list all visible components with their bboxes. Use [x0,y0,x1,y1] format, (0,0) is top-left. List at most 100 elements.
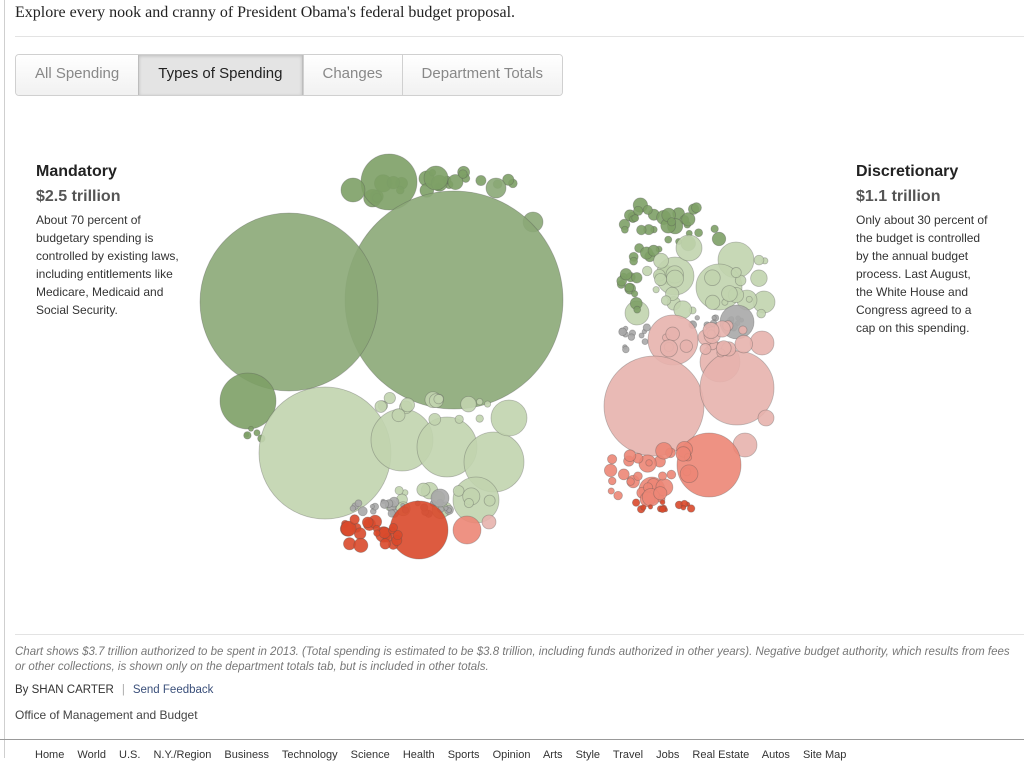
spending-bubble[interactable] [750,269,768,287]
spending-bubble[interactable] [258,386,392,520]
spending-bubble[interactable] [652,286,660,294]
spending-bubble[interactable] [702,322,720,339]
spending-bubble[interactable] [373,529,381,537]
spending-bubble[interactable] [620,225,629,234]
spending-bubble[interactable] [626,477,635,486]
spending-bubble[interactable] [428,412,442,426]
spending-bubble[interactable] [681,212,696,227]
spending-bubble[interactable] [502,173,515,186]
spending-bubble[interactable] [607,487,615,495]
spending-bubble[interactable] [379,499,390,509]
spending-bubble[interactable] [481,514,497,530]
footer-link[interactable]: N.Y./Region [153,749,212,761]
spending-bubble[interactable] [452,515,482,545]
spending-bubble[interactable] [340,520,357,537]
spending-bubble[interactable] [633,471,643,481]
spending-bubble[interactable] [388,523,398,533]
footer-link[interactable]: Business [224,749,270,761]
spending-bubble[interactable] [711,315,717,321]
spending-bubble[interactable] [654,273,668,286]
spending-bubble[interactable] [484,400,492,408]
footer-link[interactable]: Style [575,749,601,761]
spending-bubble[interactable] [756,308,766,319]
spending-bubble[interactable] [734,274,747,287]
footer-link[interactable]: U.S. [119,749,141,761]
spending-bubble[interactable] [734,334,753,354]
spending-bubble[interactable] [624,282,635,293]
spending-bubble[interactable] [460,395,477,413]
spending-bubble[interactable] [433,393,444,405]
spending-bubble[interactable] [452,485,465,497]
footer-link[interactable]: Jobs [656,749,680,761]
footer-link[interactable]: Science [350,749,390,761]
spending-bubble[interactable] [675,446,691,462]
spending-bubble[interactable] [655,442,673,460]
spending-bubble[interactable] [647,504,654,510]
spending-bubble[interactable] [394,485,404,496]
budget-bubble-chart[interactable] [0,0,1024,630]
spending-bubble[interactable] [627,333,636,341]
spending-bubble[interactable] [248,425,254,432]
spending-bubble[interactable] [679,339,693,353]
tab-all-spending[interactable]: All Spending [16,55,139,95]
send-feedback-link[interactable]: Send Feedback [132,684,214,696]
spending-bubble[interactable] [383,391,396,405]
spending-bubble[interactable] [647,244,660,257]
spending-bubble[interactable] [675,234,703,262]
spending-bubble[interactable] [653,486,668,501]
spending-bubble[interactable] [753,254,765,266]
spending-bubble[interactable] [423,165,449,191]
spending-bubble[interactable] [704,269,721,286]
footer-link[interactable]: Health [402,749,435,761]
spending-bubble[interactable] [715,340,732,356]
spending-bubble[interactable] [699,343,712,355]
spending-bubble[interactable] [443,505,449,511]
spending-bubble[interactable] [617,468,630,481]
spending-bubble[interactable] [636,224,647,236]
spending-bubble[interactable] [607,454,618,465]
footer-link[interactable]: Technology [281,749,338,761]
spending-bubble[interactable] [603,355,705,457]
spending-bubble[interactable] [660,295,672,306]
spending-bubble[interactable] [658,505,667,513]
spending-bubble[interactable] [391,408,406,423]
footer-link[interactable]: Arts [542,749,563,761]
spending-bubble[interactable] [679,464,699,484]
spending-bubble[interactable] [653,252,669,269]
spending-bubble[interactable] [631,290,639,298]
spending-bubble[interactable] [699,350,775,426]
spending-bubble[interactable] [199,212,379,392]
spending-bubble[interactable] [691,202,702,214]
spending-bubble[interactable] [430,488,450,508]
spending-bubble[interactable] [631,498,641,507]
spending-bubble[interactable] [483,494,496,507]
spending-bubble[interactable] [618,327,627,337]
spending-bubble[interactable] [640,504,647,511]
spending-bubble[interactable] [666,469,677,480]
tab-types-of-spending[interactable]: Types of Spending [138,55,303,95]
spending-bubble[interactable] [631,214,640,223]
spending-bubble[interactable] [357,506,368,517]
spending-bubble[interactable] [757,409,775,427]
spending-bubble[interactable] [749,330,775,356]
spending-bubble[interactable] [349,505,357,512]
spending-bubble[interactable] [623,449,637,462]
spending-bubble[interactable] [659,499,666,506]
spending-bubble[interactable] [353,537,369,553]
spending-bubble[interactable] [389,500,449,560]
spending-bubble[interactable] [694,315,700,321]
spending-bubble[interactable] [243,431,252,440]
spending-bubble[interactable] [680,504,687,511]
spending-bubble[interactable] [613,490,623,501]
spending-bubble[interactable] [657,471,668,481]
spending-bubble[interactable] [374,400,388,413]
spending-bubble[interactable] [642,204,653,215]
spending-bubble[interactable] [485,177,507,199]
spending-bubble[interactable] [354,499,363,508]
spending-bubble[interactable] [392,529,403,541]
footer-link[interactable]: Opinion [492,749,531,761]
spending-bubble[interactable] [349,514,360,525]
spending-bubble[interactable] [659,339,678,358]
spending-bubble[interactable] [664,235,673,244]
spending-bubble[interactable] [454,414,464,424]
